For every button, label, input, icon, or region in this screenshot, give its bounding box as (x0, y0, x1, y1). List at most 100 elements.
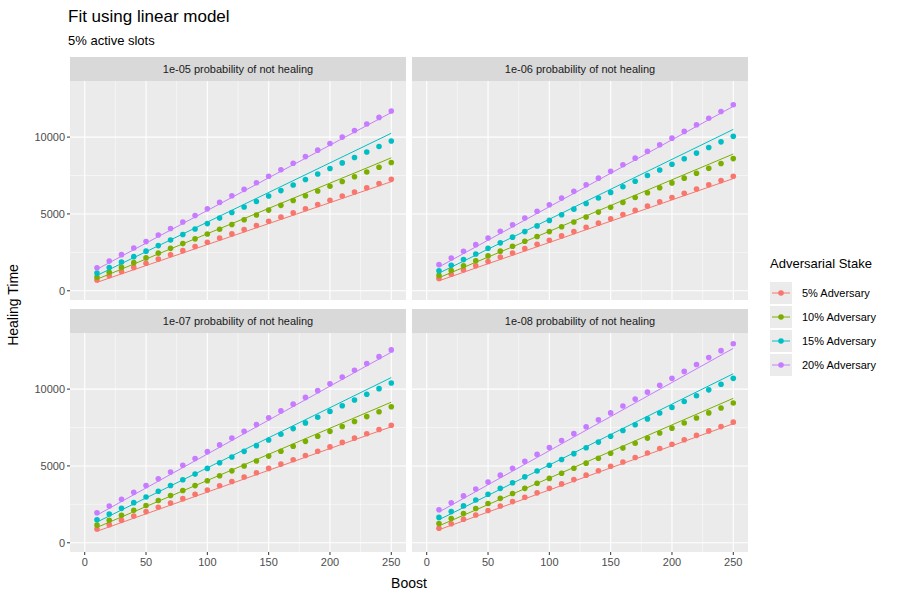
tick-mark (67, 290, 70, 291)
grid-line (733, 333, 734, 552)
fit-line (97, 158, 391, 279)
tick-label: 10000 (34, 131, 65, 143)
tick-mark (671, 552, 672, 555)
grid-line (145, 333, 146, 552)
point (706, 355, 712, 361)
subtitle: 5% active slots (68, 33, 155, 48)
fit-line (97, 352, 391, 515)
legend-title: Adversarial Stake (770, 256, 872, 271)
legend-label: 20% Adversary (802, 359, 876, 371)
fit-line (97, 113, 391, 270)
fit-line (439, 424, 733, 530)
tick-label: 50 (140, 556, 152, 568)
minor-grid-line (641, 81, 642, 300)
tick-label: 200 (663, 556, 681, 568)
tick-label: 100 (198, 556, 216, 568)
fit-line (439, 179, 733, 281)
point (706, 165, 712, 171)
grid-line (391, 81, 392, 300)
y-axis-label: Healing Time (5, 264, 21, 346)
tick-mark (329, 552, 330, 555)
plot-area (436, 341, 736, 531)
fit-line (97, 427, 391, 532)
fit-line (97, 402, 391, 527)
point (694, 170, 700, 176)
point (730, 156, 736, 162)
legend-key (770, 330, 792, 352)
legend-key (770, 282, 792, 304)
grid-line (487, 81, 488, 300)
grid-line (391, 333, 392, 552)
minor-grid-line (360, 81, 361, 300)
tick-mark (549, 552, 550, 555)
tick-mark (67, 389, 70, 390)
background (0, 0, 900, 600)
grid-line (412, 465, 748, 466)
minor-grid-line (580, 333, 581, 552)
tick-label: 5000 (41, 460, 65, 472)
point (266, 193, 272, 199)
tick-label: 50 (482, 556, 494, 568)
tick-label: 150 (601, 556, 619, 568)
grid-line (70, 542, 406, 543)
tick-label: 0 (59, 537, 65, 549)
grid-line (70, 290, 406, 291)
tick-label: 0 (82, 556, 88, 568)
minor-grid-line (176, 333, 177, 552)
point (364, 414, 370, 420)
minor-grid-line (518, 333, 519, 552)
grid-line (70, 137, 406, 138)
grid-line (412, 290, 748, 291)
point (339, 179, 345, 185)
minor-grid-line (641, 333, 642, 552)
point (376, 144, 382, 150)
panel-background (70, 333, 406, 552)
point (706, 387, 712, 393)
point (352, 155, 358, 161)
tick-mark (67, 213, 70, 214)
point (645, 389, 651, 395)
point (339, 403, 345, 409)
point (303, 177, 309, 183)
tick-label: 10000 (34, 383, 65, 395)
legend-label: 15% Adversary (802, 335, 876, 347)
point (694, 393, 700, 399)
fit-line (439, 348, 733, 512)
grid-line (412, 213, 748, 214)
grid-line (426, 333, 427, 552)
grid-line (329, 81, 330, 300)
tick-mark (207, 552, 208, 555)
tick-mark (610, 552, 611, 555)
grid-line (268, 81, 269, 300)
point (657, 382, 663, 388)
fit-line (97, 378, 391, 522)
point (388, 160, 394, 166)
point (706, 410, 712, 416)
point (657, 167, 663, 173)
point (352, 397, 358, 403)
panel-title: 1e-06 probability of not healing (505, 63, 655, 75)
point (681, 156, 687, 162)
point (669, 376, 675, 382)
point (730, 341, 736, 347)
tick-label: 200 (321, 556, 339, 568)
strip (412, 57, 748, 81)
panel-background (412, 81, 748, 300)
grid-line (84, 81, 85, 300)
legend-label: 5% Adversary (802, 287, 870, 299)
grid-line (70, 389, 406, 390)
point (388, 380, 394, 386)
tick-label: 100 (540, 556, 558, 568)
point (315, 171, 321, 177)
point (364, 392, 370, 398)
grid-line (549, 333, 550, 552)
strip (70, 57, 406, 81)
tick-mark (67, 542, 70, 543)
point (718, 405, 724, 411)
point (706, 145, 712, 151)
tick-label: 250 (724, 556, 742, 568)
point (290, 182, 296, 188)
minor-grid-line (299, 333, 300, 552)
point (694, 362, 700, 368)
minor-grid-line (70, 427, 406, 428)
